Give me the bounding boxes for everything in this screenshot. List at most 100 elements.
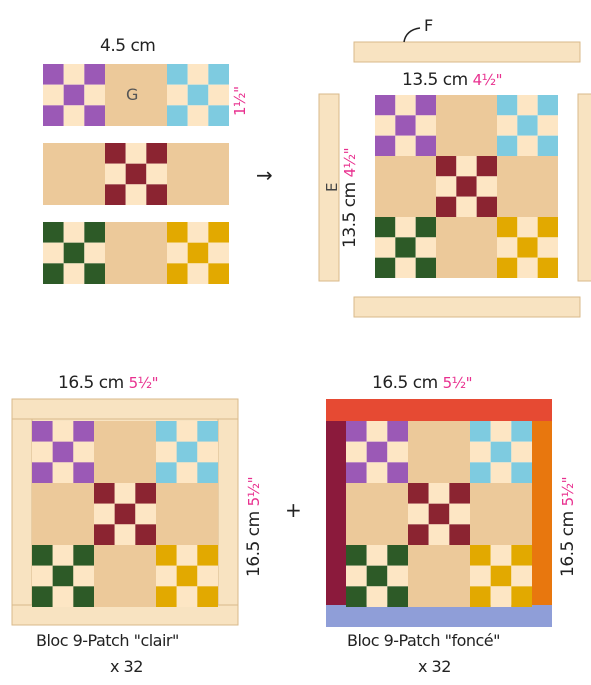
fonce-green-patch-cell: [387, 545, 408, 566]
clair-maroon-patch-cell: [94, 503, 115, 525]
clair-maroon-patch-cell: [114, 524, 136, 545]
clair-count: x 32: [110, 657, 143, 676]
clair-green-patch-cell: [73, 545, 94, 566]
strip1-purple-patch-cell: [84, 84, 105, 106]
strip3-yellow-patch-cell: [187, 222, 209, 243]
fonce-size-top: 16.5 cm 5½": [372, 373, 473, 393]
assembled-purple-patch-cell: [375, 115, 396, 136]
clair-border-top: [11, 398, 239, 420]
clair-blue-patch-cell: [197, 421, 218, 442]
strip1-blue-patch-cell: [167, 84, 188, 106]
clair-purple-patch-cell: [32, 421, 53, 442]
fonce-green-patch-cell: [366, 586, 388, 607]
assembled-plain-square: [375, 156, 436, 217]
strip2-maroon-patch-cell: [105, 184, 126, 205]
strip2-maroon-patch-cell: [146, 143, 167, 164]
block-inch-side: 4½": [341, 147, 359, 178]
assembled-maroon-patch-cell: [436, 176, 457, 197]
strip1-purple-patch-cell: [43, 64, 64, 85]
strip1-blue-patch-cell: [187, 84, 209, 106]
fonce-purple-patch-cell: [366, 421, 388, 442]
fonce-plain-square: [346, 483, 408, 545]
strip2-maroon-patch-cell: [105, 143, 126, 164]
assembled-blue-patch-cell: [497, 135, 518, 156]
fonce-inch: 5½": [442, 374, 473, 392]
assembled-blue-patch-cell: [517, 135, 538, 156]
clair-yellow-patch-cell: [197, 545, 218, 566]
border-strip-right: [577, 93, 591, 282]
assembled-purple-patch-cell: [395, 115, 416, 136]
fonce-maroon-patch-cell: [449, 503, 470, 525]
fonce-blue-patch-cell: [490, 421, 512, 442]
clair-green-patch-cell: [52, 545, 74, 566]
fonce-border-top: [326, 399, 552, 421]
strip3-yellow-patch-cell: [167, 242, 188, 264]
assembled-yellow-patch-cell: [537, 257, 558, 278]
assembled-green-patch-cell: [375, 217, 396, 238]
assembled-yellow-patch-cell: [517, 257, 538, 278]
clair-size-top: 16.5 cm 5½": [58, 373, 159, 393]
assembled-purple-patch-cell: [395, 135, 416, 156]
strip1-purple-patch-cell: [63, 64, 85, 85]
fonce-yellow-patch-cell: [511, 565, 532, 587]
fonce-maroon-patch-cell: [408, 503, 429, 525]
clair-blue-patch-cell: [176, 421, 198, 442]
strip2-maroon-patch-cell: [146, 163, 167, 185]
assembled-yellow-patch-cell: [497, 217, 518, 238]
assembled-yellow-patch-cell: [537, 237, 558, 258]
strip3-yellow-patch-cell: [167, 263, 188, 284]
strip3-green-patch-cell: [43, 263, 64, 284]
clair-green-patch-cell: [32, 565, 53, 587]
assembled-maroon-patch-cell: [456, 176, 477, 197]
fonce-green-patch-cell: [346, 565, 367, 587]
assembled-maroon-patch-cell: [476, 156, 497, 177]
strip-inch-label: 1½": [231, 86, 249, 116]
fonce-green-patch-cell: [346, 586, 367, 607]
fonce-yellow-patch-cell: [511, 586, 532, 607]
fonce-yellow-patch-cell: [470, 586, 491, 607]
clair-blue-patch-cell: [176, 462, 198, 483]
assembled-green-patch-cell: [395, 217, 416, 238]
clair-maroon-patch-cell: [94, 524, 115, 545]
fonce-purple-patch-cell: [346, 421, 367, 442]
fonce-border-right: [532, 421, 552, 605]
fonce-green-patch-cell: [366, 545, 388, 566]
assembled-green-patch-cell: [395, 237, 416, 258]
clair-inch-side: 5½": [245, 476, 263, 507]
pointer-hook-f: [403, 27, 421, 43]
fonce-plain-square: [408, 421, 470, 483]
strip1-center-g: [105, 64, 167, 126]
strip3-green-patch-cell: [63, 222, 85, 243]
fonce-green-patch-cell: [366, 565, 388, 587]
fonce-count: x 32: [418, 657, 451, 676]
clair-blue-patch-cell: [197, 462, 218, 483]
assembled-yellow-patch-cell: [497, 237, 518, 258]
assembled-purple-patch-cell: [395, 95, 416, 116]
clair-border-bottom: [11, 604, 239, 626]
assembled-plain-square: [436, 217, 497, 278]
clair-inch: 5½": [128, 374, 159, 392]
clair-maroon-patch-cell: [114, 483, 136, 504]
fonce-green-patch-cell: [346, 545, 367, 566]
block-cm-side: 13.5 cm: [340, 182, 360, 248]
label-e: E: [323, 183, 341, 192]
fonce-maroon-patch-cell: [449, 524, 470, 545]
assembled-maroon-patch-cell: [436, 196, 457, 217]
assembled-green-patch-cell: [415, 217, 436, 238]
assembled-yellow-patch-cell: [517, 217, 538, 238]
strip2-plain-square: [43, 143, 105, 205]
assembled-blue-patch-cell: [537, 95, 558, 116]
clair-yellow-patch-cell: [197, 565, 218, 587]
fonce-maroon-patch-cell: [428, 503, 450, 525]
assembled-purple-patch-cell: [375, 95, 396, 116]
block-size-side: 13.5 cm 4½": [340, 148, 360, 248]
clair-border-right: [217, 418, 239, 606]
fonce-caption: Bloc 9-Patch "foncé": [347, 631, 501, 650]
strip2-maroon-patch-cell: [105, 163, 126, 185]
fonce-yellow-patch-cell: [490, 545, 512, 566]
clair-yellow-patch-cell: [156, 586, 177, 607]
fonce-blue-patch-cell: [490, 462, 512, 483]
strip1-blue-patch-cell: [208, 64, 229, 85]
assembled-maroon-patch-cell: [476, 176, 497, 197]
assembled-green-patch-cell: [415, 257, 436, 278]
